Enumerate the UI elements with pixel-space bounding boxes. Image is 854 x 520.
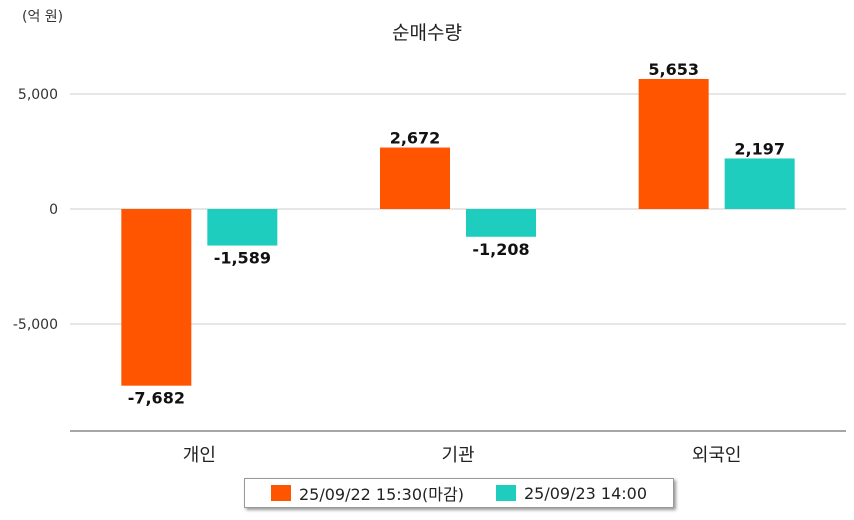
data-label: 2,672 [390,129,441,148]
data-label: 5,653 [648,60,699,79]
x-tick-label: 기관 [441,445,474,466]
legend-item-series-1[interactable]: 25/09/22 15:30(마감) [270,481,464,505]
data-label: -1,208 [472,240,529,259]
legend-swatch-series-2 [495,485,516,501]
y-tick-label: 5,000 [18,87,58,103]
unit-label: (억 원) [22,9,64,25]
legend: 25/09/22 15:30(마감) 25/09/23 14:00 [244,478,674,508]
bar [207,209,278,246]
bar [638,78,709,209]
bar [380,147,450,209]
y-tick-label: 0 [49,202,58,218]
legend-label-series-2: 25/09/23 14:00 [523,483,648,503]
data-label: 2,197 [734,139,785,158]
data-label: -7,682 [128,389,185,408]
legend-swatch-series-1 [270,485,291,501]
data-label: -1,589 [214,249,271,268]
legend-item-series-2[interactable]: 25/09/23 14:00 [495,483,648,503]
chart-title: 순매수량 [392,22,462,44]
legend-label-series-1: 25/09/22 15:30(마감) [298,485,464,504]
x-tick-label: 외국인 [692,445,742,466]
bar [724,158,795,209]
x-tick-label: 개인 [183,445,216,466]
bar [121,209,192,386]
bar [466,209,536,237]
y-tick-label: -5,000 [13,317,58,333]
